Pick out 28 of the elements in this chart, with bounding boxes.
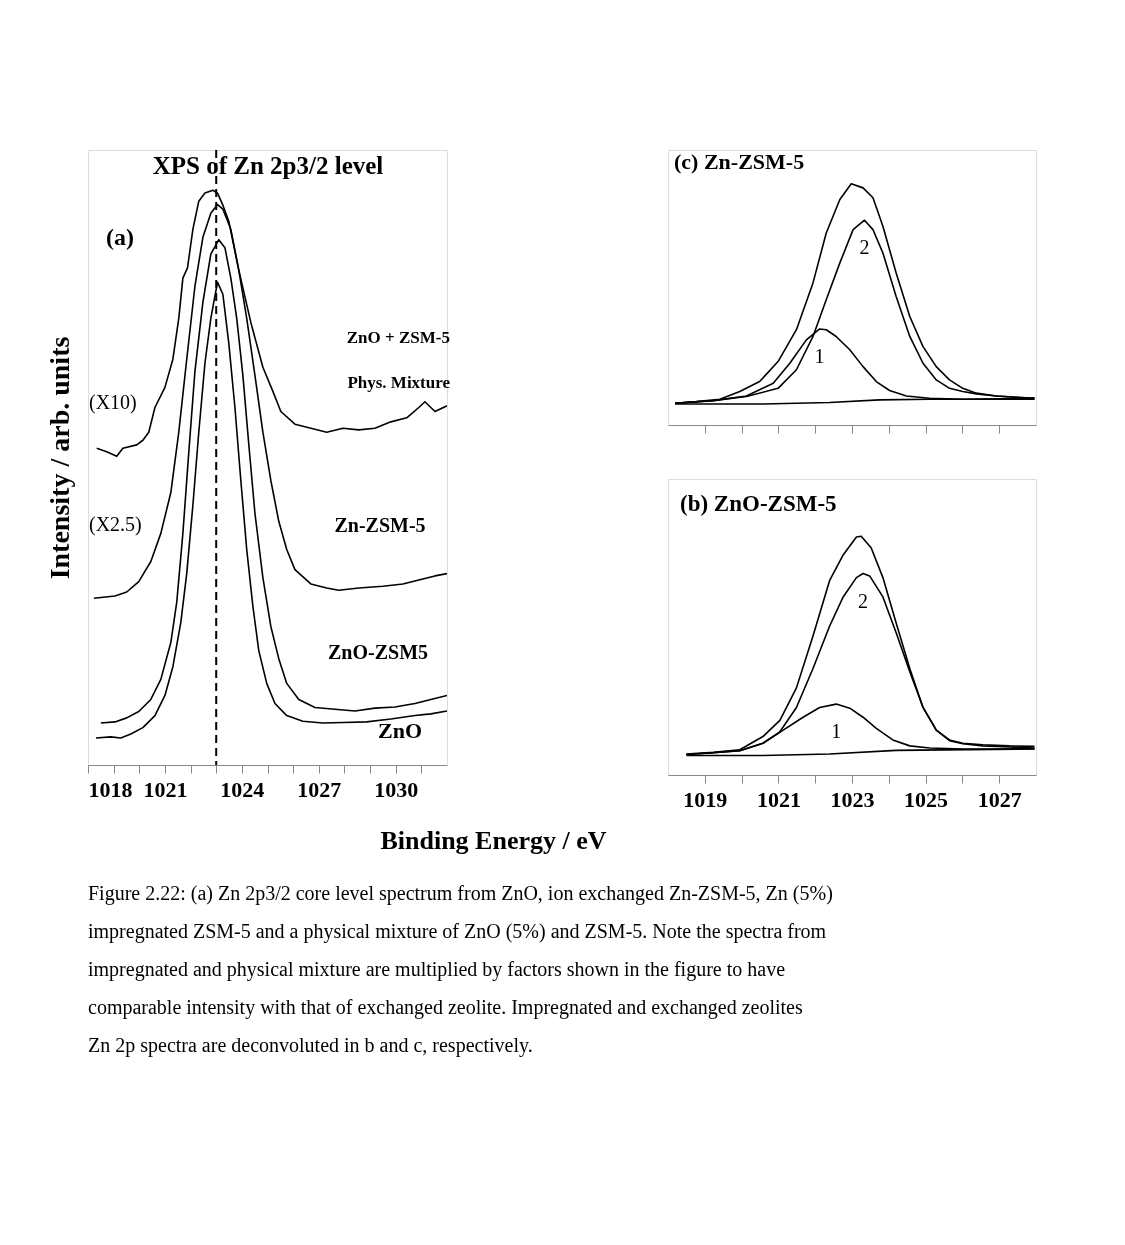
x-tick-label: 1018 xyxy=(88,776,133,802)
annotation: Zn-ZSM-5 xyxy=(334,514,426,536)
x-tick-label: 1024 xyxy=(220,776,265,802)
x-tick-label: 1021 xyxy=(756,786,801,812)
annotation: ZnO + ZSM-5 xyxy=(346,328,450,347)
caption: Figure 2.22: (a) Zn 2p3/2 core level spectrum from ZnO, ion exchanged Zn-ZSM-5, Zn (5%) impregnated ZSM-5 and a physical mixture of ZnO (5%) and ZSM-5. Note the spectra from impregnated and physical mixture are multiplied by factors shown in the figure to have comparable intensity with that of exchanged zeolite. Impregnated and exchanged zeolites Zn 2p spectra are deconvoluted in b and c, respectively. xyxy=(88,882,833,1057)
annotation: ZnO-ZSM5 xyxy=(327,641,429,663)
annotation: (X10) xyxy=(89,391,137,414)
x-tick-label: 1027 xyxy=(297,776,342,802)
annotation: (a) xyxy=(106,224,134,250)
annotation: (X2.5) xyxy=(89,513,142,536)
x-tick-label: 1030 xyxy=(374,776,419,802)
x-tick-label: 1025 xyxy=(904,786,949,812)
series-label: 2 xyxy=(858,589,869,612)
series-label: 1 xyxy=(831,720,842,743)
x-tick-label: 1023 xyxy=(830,786,875,812)
x-tick-label: 1021 xyxy=(143,776,188,802)
series-label: 2 xyxy=(859,236,870,259)
series-label: 1 xyxy=(814,344,825,367)
y-axis-title: Intensity / arb. units xyxy=(43,336,75,580)
chart-title: (b) ZnO-ZSM-5 xyxy=(680,491,837,516)
annotation: Phys. Mixture xyxy=(347,373,451,392)
annotation: ZnO xyxy=(377,718,423,743)
chart-title: (c) Zn-ZSM-5 xyxy=(674,149,805,174)
x-tick-label: 1027 xyxy=(977,786,1022,812)
x-axis-title: Binding Energy / eV xyxy=(380,825,607,855)
chart-title: XPS of Zn 2p3/2 level xyxy=(152,152,384,179)
x-tick-label: 1019 xyxy=(683,786,728,812)
